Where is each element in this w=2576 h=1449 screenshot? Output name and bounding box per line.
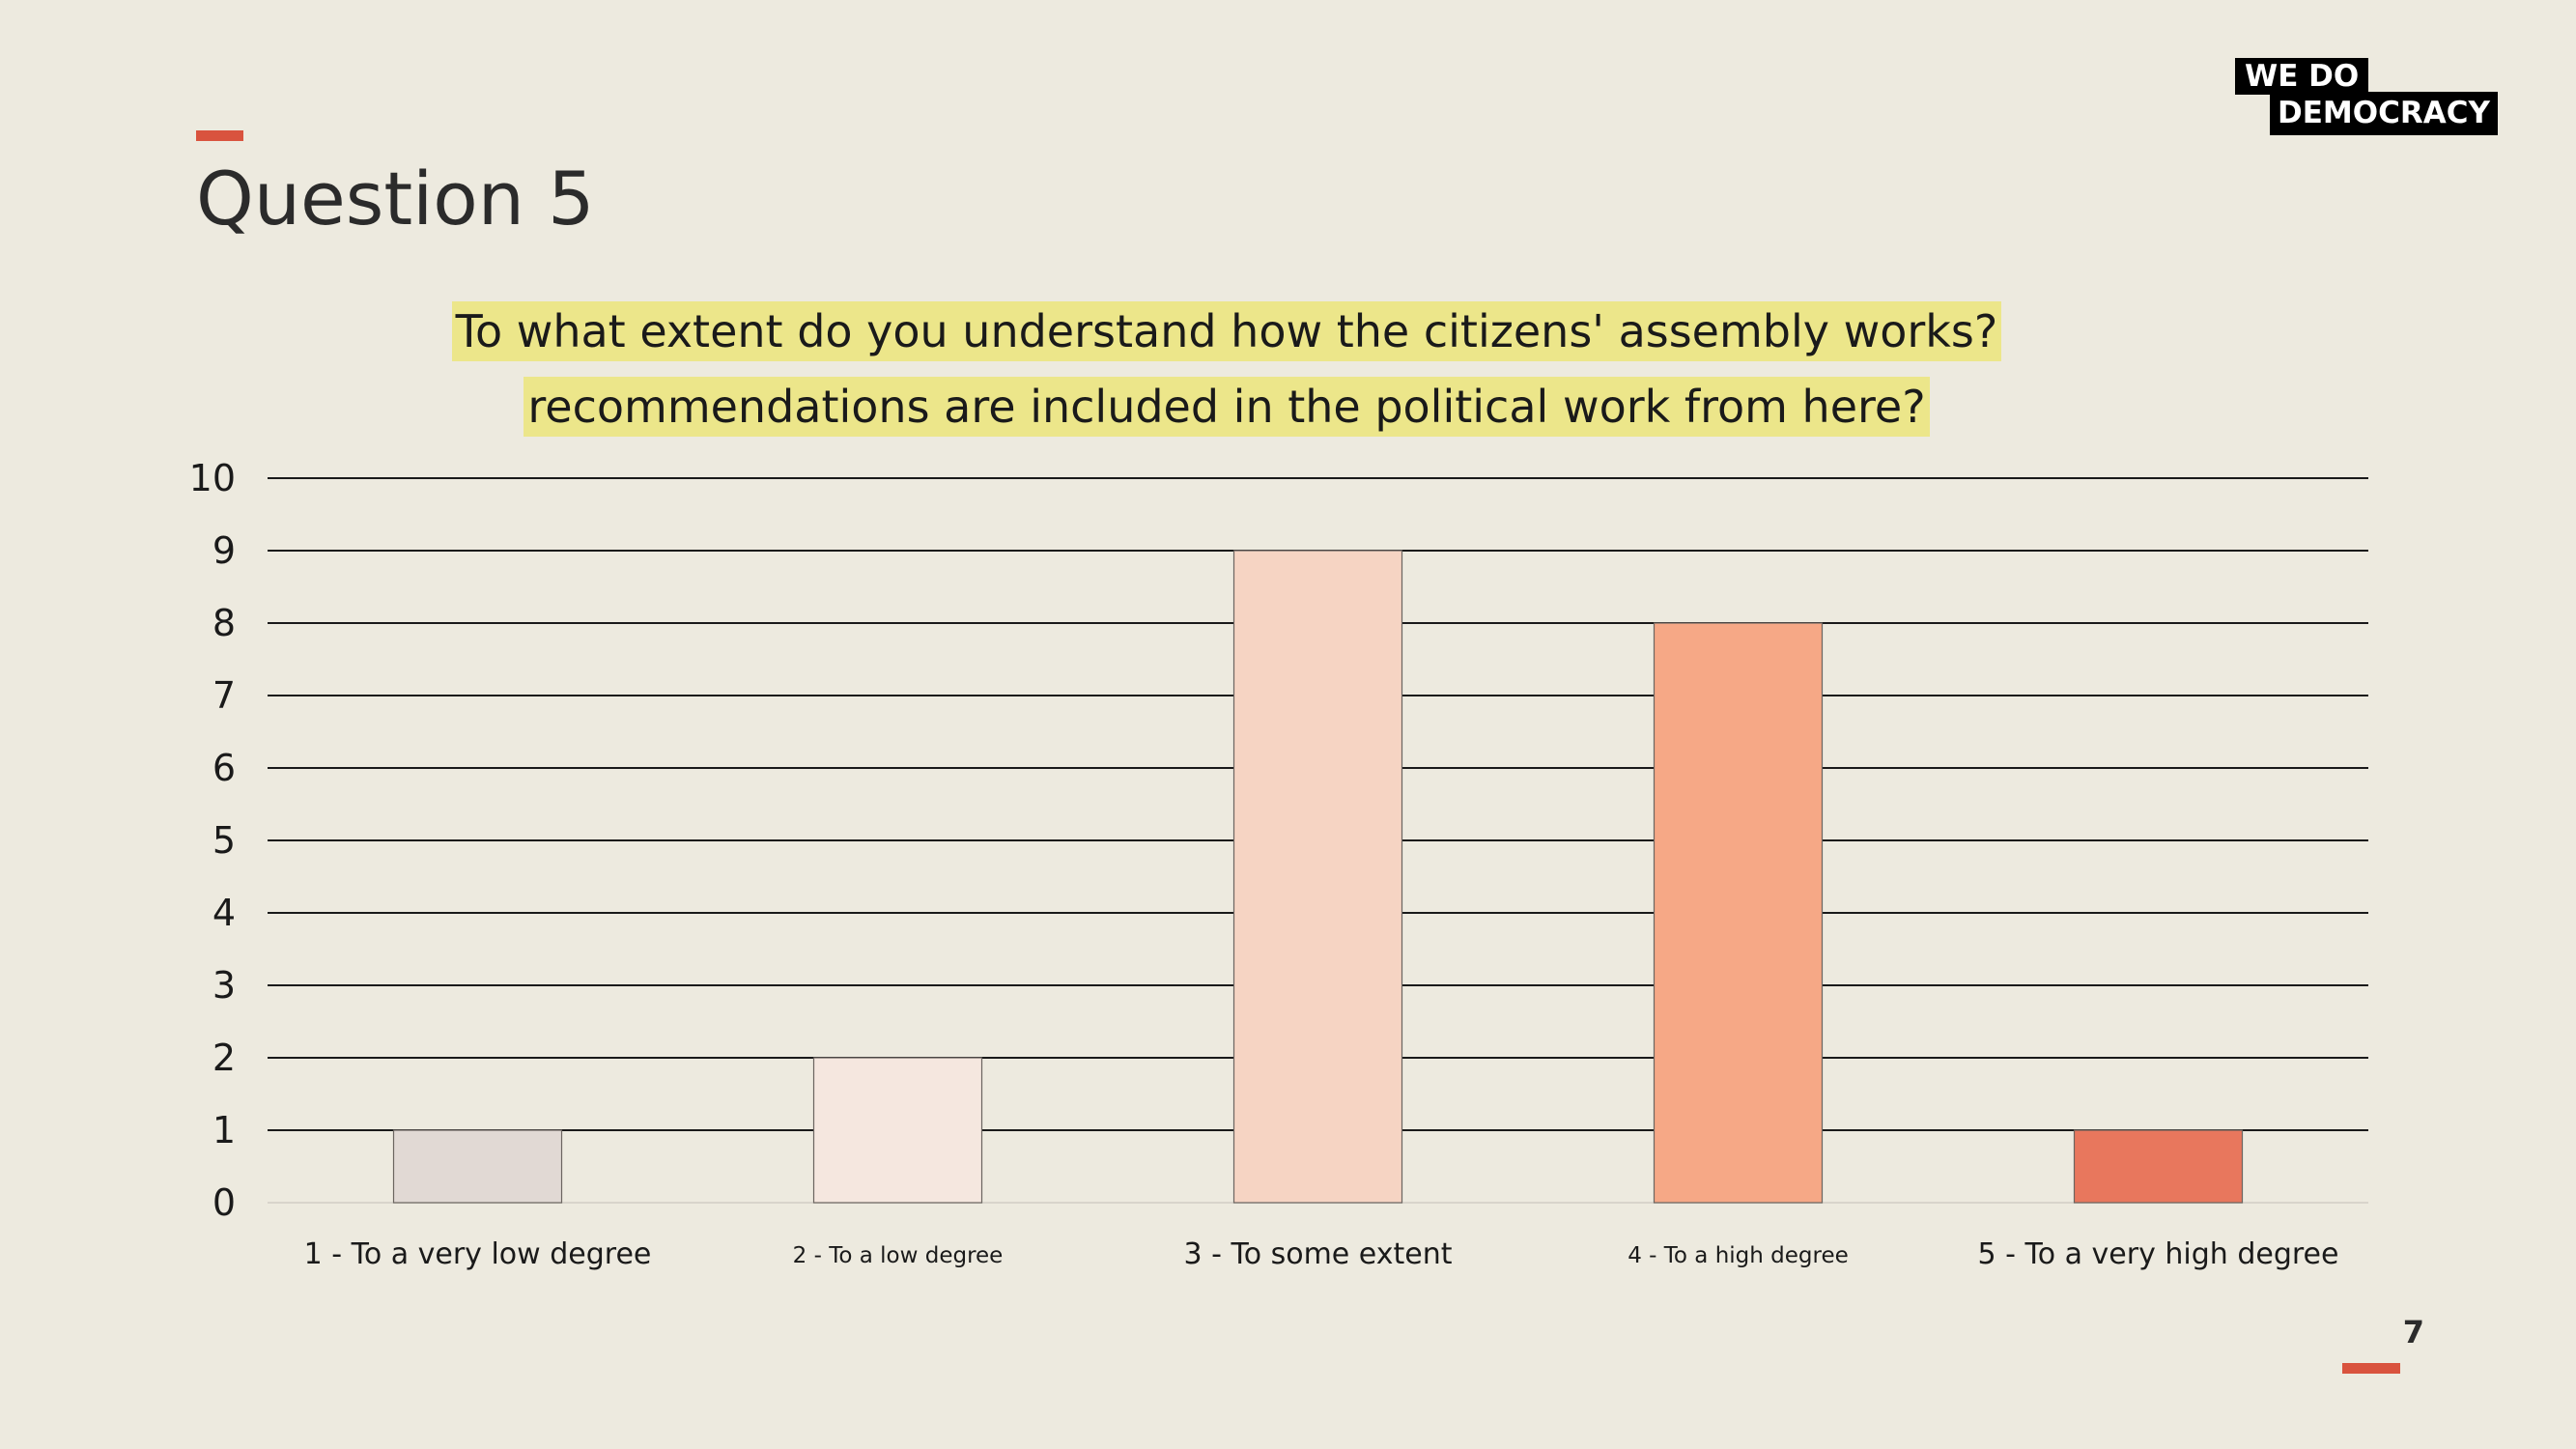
bars [392, 550, 2244, 1204]
bar-5 [2073, 1129, 2244, 1204]
y-tick-label: 5 [212, 819, 236, 862]
y-tick-label: 6 [212, 747, 236, 789]
bar-3 [1232, 550, 1403, 1204]
y-tick-label: 7 [212, 674, 236, 717]
logo-line-1: WE DO [2235, 58, 2369, 95]
y-tick-label: 1 [212, 1109, 236, 1151]
title-accent-bar [196, 130, 243, 141]
chart-title-line-2: recommendations are included in the poli… [0, 377, 2453, 437]
x-category-label: 2 - To a low degree [793, 1243, 1004, 1268]
chart-title-line-1-text: To what extent do you understand how the… [451, 301, 2002, 361]
chart-title-line-2-text: recommendations are included in the poli… [524, 377, 1930, 437]
we-do-democracy-logo: WE DO DEMOCRACY [2235, 58, 2501, 137]
y-tick-label: 2 [212, 1037, 236, 1079]
bar-4 [1653, 622, 1824, 1204]
x-category-label: 4 - To a high degree [1628, 1243, 1849, 1268]
y-tick-label: 4 [212, 892, 236, 934]
x-category-label: 1 - To a very low degree [304, 1237, 652, 1271]
x-category-label: 3 - To some extent [1184, 1237, 1453, 1271]
y-tick-label: 3 [212, 964, 236, 1007]
page-number: 7 [2402, 1314, 2424, 1350]
bar-2 [812, 1057, 983, 1204]
y-axis-ticks: 0 1 2 3 4 5 6 7 8 9 10 [189, 457, 236, 1224]
x-axis-labels: 1 - To a very low degree 2 - To a low deg… [304, 1237, 2339, 1271]
bar-1 [392, 1129, 563, 1204]
logo-line-2: DEMOCRACY [2270, 92, 2498, 135]
y-tick-label: 10 [189, 457, 236, 499]
footer-accent-bar [2342, 1363, 2400, 1374]
x-category-label: 5 - To a very high degree [1978, 1237, 2339, 1271]
chart-title-line-1: To what extent do you understand how the… [0, 301, 2453, 361]
y-tick-label: 8 [212, 602, 236, 644]
y-tick-label: 9 [212, 529, 236, 572]
page-title: Question 5 [196, 156, 595, 242]
y-tick-label: 0 [212, 1181, 236, 1224]
